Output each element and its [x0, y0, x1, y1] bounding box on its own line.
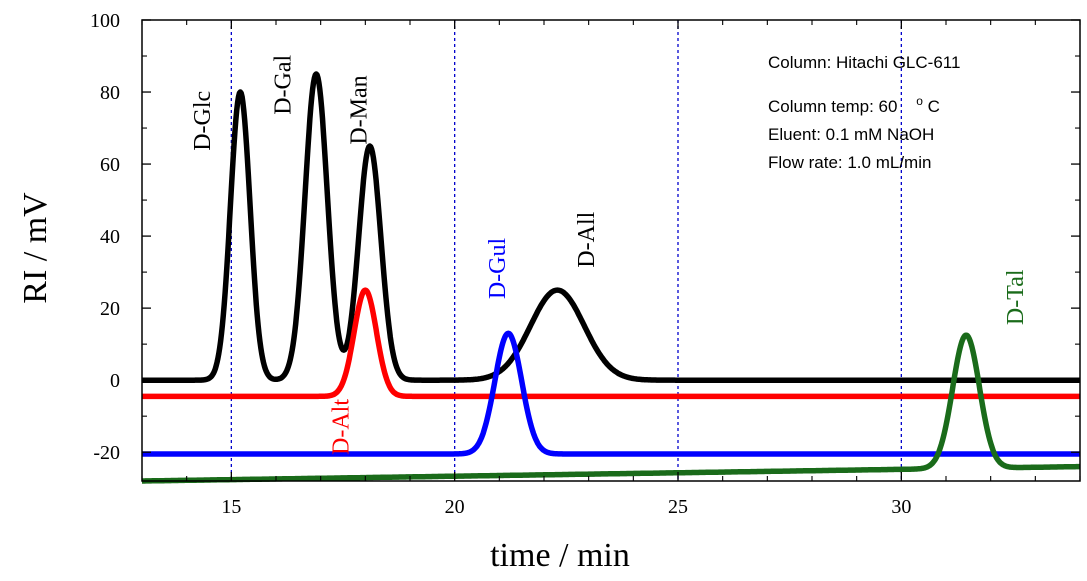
x-tick-label: 20	[445, 496, 465, 518]
y-tick-label: -20	[93, 442, 120, 464]
annotation-temp-unit: C	[928, 97, 940, 116]
y-tick-label: 60	[100, 154, 120, 176]
y-tick-label: 100	[90, 10, 120, 32]
axis-ticks	[141, 19, 1081, 481]
annotation-temp: Column temp: 60 o C	[768, 90, 940, 116]
peak-label: D-Glc	[190, 91, 216, 151]
peak-label: D-Gul	[485, 238, 511, 300]
plot-frame	[141, 19, 1081, 482]
y-tick-label: 0	[110, 370, 120, 392]
series-line	[140, 287, 1082, 400]
annotation-flow: Flow rate: 1.0 mL/min	[768, 153, 931, 172]
x-tick-label: 25	[668, 496, 688, 518]
axis-tick-labels: 15 20 25 30 -20 0 20 40 60 80 100	[90, 10, 911, 518]
reference-lines	[230, 20, 902, 481]
peak-label: D-Alt	[329, 399, 355, 455]
peak-label: D-Man	[346, 75, 372, 144]
method-annotation: Column: Hitachi GLC-611 Column temp: 60 …	[768, 53, 960, 172]
annotation-eluent: Eluent: 0.1 mM NaOH	[768, 125, 934, 144]
x-tick-label: 30	[891, 496, 911, 518]
annotation-temp-degree: o	[916, 94, 923, 108]
peak-label: D-Tal	[1003, 269, 1029, 325]
series-layer	[140, 71, 1082, 484]
x-axis-label: time / min	[490, 537, 630, 574]
y-tick-label: 40	[100, 226, 120, 248]
annotation-temp-value: Column temp: 60	[768, 97, 897, 116]
peak-label: D-All	[574, 211, 600, 267]
y-axis-label: RI / mV	[17, 192, 54, 304]
series-line	[140, 332, 1082, 484]
series-line	[140, 330, 1082, 457]
y-tick-label: 80	[100, 82, 120, 104]
peak-labels: D-Glc D-Gal D-Man D-All D-Gul D-Alt D-Tal	[190, 54, 1029, 455]
series-line	[140, 71, 1082, 383]
peak-label: D-Gal	[270, 54, 296, 114]
x-tick-label: 15	[221, 496, 241, 518]
annotation-column: Column: Hitachi GLC-611	[768, 53, 960, 72]
y-tick-label: 20	[100, 298, 120, 320]
